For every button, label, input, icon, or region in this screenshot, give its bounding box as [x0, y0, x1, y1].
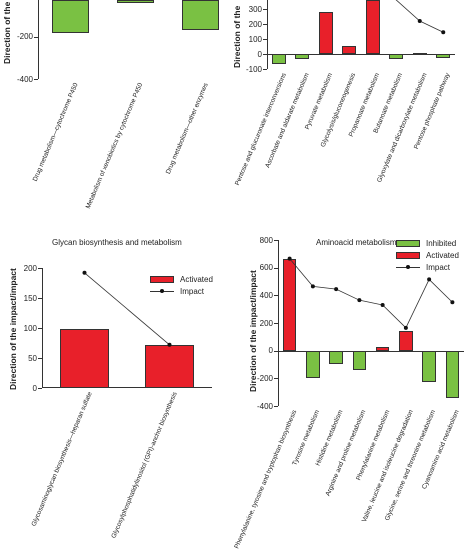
- bar-inhibited: [181, 0, 220, 31]
- legend: Activated Impact: [150, 274, 213, 298]
- y-tick-label: -100: [245, 64, 262, 74]
- legend-item-inhibited: Inhibited: [396, 238, 459, 248]
- y-tick-mark: [263, 24, 267, 25]
- legend-item-activated: Activated: [396, 250, 459, 260]
- y-tick-label: -400: [256, 401, 273, 411]
- bar-inhibited: [329, 350, 343, 364]
- y-tick-label: 200: [259, 318, 273, 328]
- y-tick-label: 0: [257, 49, 262, 59]
- bar-activated: [375, 346, 390, 351]
- plot-area: [267, 0, 455, 69]
- legend-label: Impact: [180, 286, 205, 296]
- bar-activated: [412, 52, 427, 55]
- bar-inhibited: [271, 54, 286, 64]
- bar-inhibited: [389, 54, 404, 60]
- zero-baseline: [267, 54, 455, 55]
- bar-activated: [318, 12, 333, 54]
- legend-item-impact: Impact: [396, 262, 459, 272]
- y-tick-mark: [34, 36, 38, 38]
- legend-item-impact: Impact: [150, 286, 213, 296]
- x-tick-label: Drug metabolism—other enzymes: [164, 82, 210, 176]
- y-tick-label: 200: [248, 19, 262, 29]
- y-tick-label: 50: [28, 353, 37, 363]
- y-tick-mark: [263, 54, 267, 55]
- bar-activated: [342, 45, 357, 54]
- plot-area: [38, 0, 233, 79]
- x-tick-label: Ascorbate and aldarate metabolism: [264, 72, 311, 169]
- y-tick-mark: [274, 406, 278, 407]
- y-tick-mark: [274, 323, 278, 324]
- y-axis-label: Direction of the: [232, 5, 242, 68]
- y-tick-mark: [38, 328, 42, 329]
- legend-label: Activated: [180, 274, 213, 284]
- plot-area: [42, 268, 212, 388]
- bar-inhibited: [306, 350, 320, 379]
- legend: Inhibited Activated Impact: [396, 238, 459, 274]
- y-tick-label: 0: [32, 383, 37, 393]
- bar-inhibited: [422, 350, 436, 382]
- legend-swatch-activated: [396, 251, 420, 259]
- y-axis-label: Direction of the impact/impact: [8, 268, 18, 390]
- y-tick-mark: [274, 350, 278, 352]
- y-tick-mark: [263, 9, 267, 10]
- bar-inhibited: [116, 0, 155, 3]
- bar-inhibited: [436, 54, 451, 58]
- y-tick-mark: [274, 267, 278, 269]
- y-tick-label: 400: [259, 290, 273, 300]
- y-tick-label: 0: [268, 346, 273, 356]
- legend-label: Activated: [426, 250, 459, 260]
- y-tick-label: -400: [16, 74, 33, 84]
- y-tick-mark: [274, 240, 278, 241]
- bar-activated: [399, 330, 413, 351]
- bar-activated: [282, 258, 297, 351]
- y-tick-label: 600: [259, 263, 273, 273]
- y-axis-label: Direction of the impact/impact: [248, 270, 258, 392]
- y-tick-label: 150: [23, 293, 37, 303]
- x-tick-label: Metabolism of xenobiotics by cytochrome …: [84, 82, 144, 210]
- plot-area: [278, 240, 464, 406]
- y-tick-label: 800: [259, 235, 273, 245]
- x-tick-label: Glycosylphosphatidylinositol (GPI)-ancho…: [109, 391, 179, 540]
- zero-baseline: [278, 350, 464, 352]
- legend-swatch-impact: [396, 264, 420, 271]
- y-tick-mark: [34, 79, 38, 80]
- legend-label: Inhibited: [426, 238, 457, 248]
- y-tick-mark: [38, 268, 42, 269]
- chart-title: Glycan biosynthesis and metabolism: [52, 238, 182, 247]
- bar-activated: [59, 329, 110, 388]
- y-tick-label: 300: [248, 4, 262, 14]
- y-tick-label: -200: [16, 32, 33, 41]
- y-tick-mark: [263, 69, 267, 70]
- y-tick-mark: [38, 358, 42, 359]
- bar-inhibited: [445, 350, 460, 398]
- y-tick-mark: [263, 39, 267, 40]
- y-axis-label: Direction of the: [2, 1, 12, 64]
- legend-item-activated: Activated: [150, 274, 213, 284]
- y-tick-mark: [274, 378, 278, 380]
- bar-inhibited: [295, 54, 310, 59]
- y-tick-mark: [38, 388, 42, 389]
- bar-activated: [144, 344, 195, 388]
- y-tick-mark: [274, 295, 278, 297]
- bar-activated: [365, 0, 380, 54]
- legend-label: Impact: [426, 262, 451, 272]
- legend-swatch-inhibited: [396, 239, 420, 247]
- bar-inhibited: [352, 350, 367, 371]
- y-tick-label: -200: [256, 373, 273, 383]
- y-tick-label: 200: [23, 263, 37, 273]
- y-tick-label: 100: [248, 34, 262, 44]
- y-tick-label: 100: [23, 323, 37, 333]
- x-tick-label: Phenylalanine, tyrosine and tryptophan b…: [232, 409, 299, 550]
- bar-inhibited: [51, 0, 90, 34]
- y-tick-mark: [38, 298, 42, 299]
- legend-swatch-activated: [150, 275, 174, 283]
- legend-swatch-impact: [150, 288, 174, 295]
- x-tick-label: Glycosaminoglycan biosynthesis—heparan s…: [29, 391, 94, 528]
- x-tick-label: Drug metabolism—cytochrome P450: [31, 82, 80, 183]
- chart-title: Aminoacid metabolism: [316, 238, 397, 247]
